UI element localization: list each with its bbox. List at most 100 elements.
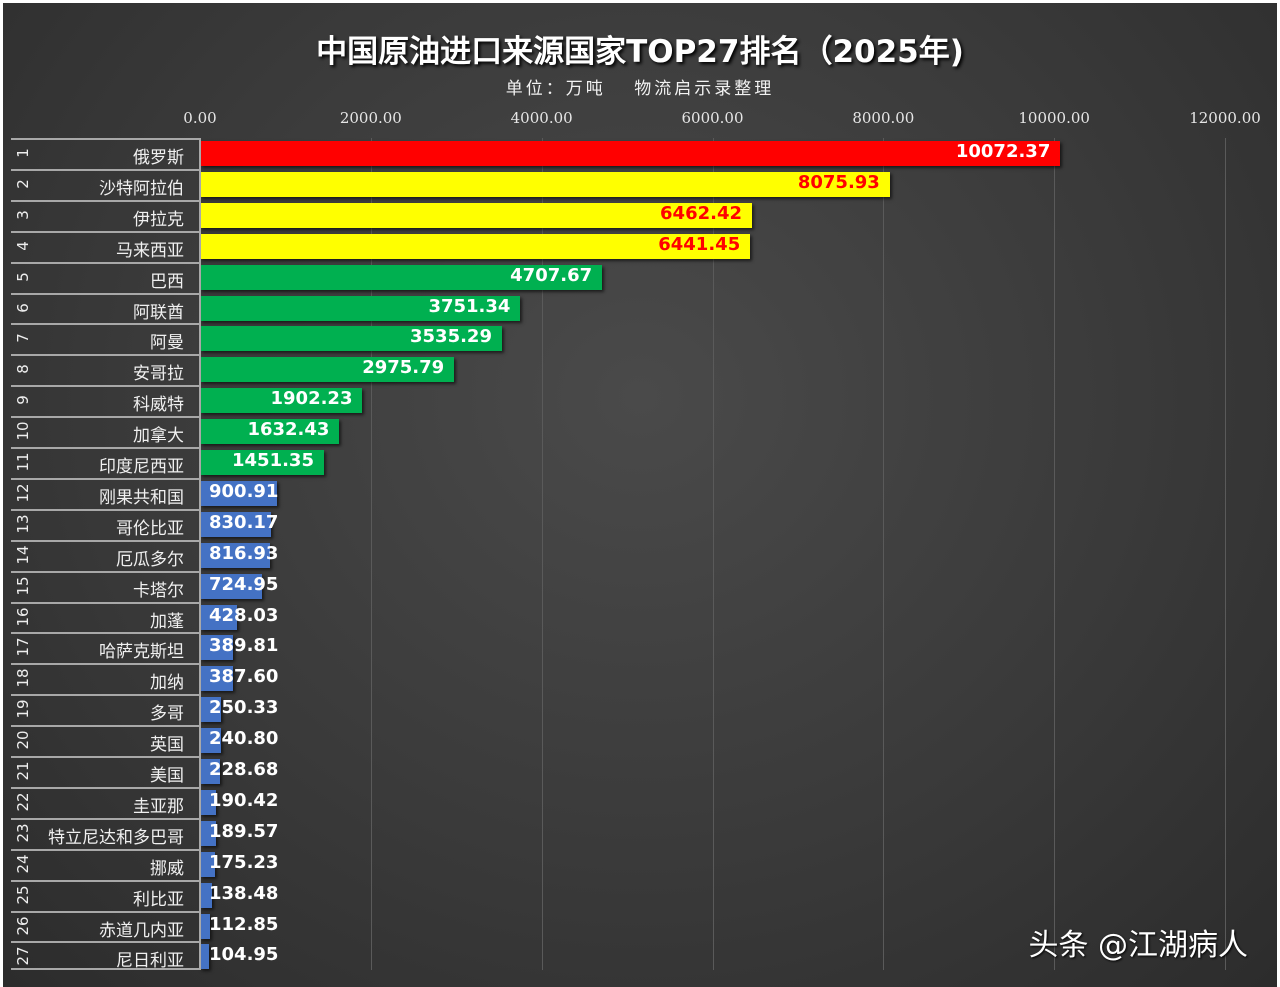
country-label: 马来西亚 [116,240,184,261]
x-tick-label: 4000.00 [510,109,573,127]
bar [200,542,270,568]
bar [200,573,262,599]
country-label: 阿联酋 [133,302,184,323]
table-row: 6 阿联酋 [11,292,200,323]
rank-label: 21 [14,761,32,781]
bar [200,171,890,197]
data-label: 816.93 [209,542,279,564]
country-label: 阿曼 [150,333,184,354]
table-row: 15 卡塔尔 [11,570,200,601]
chart-title: 中国原油进口来源国家TOP27排名（2025年) [316,34,964,70]
data-label: 724.95 [209,573,279,595]
rank-label: 4 [14,240,32,251]
bar [200,820,217,846]
table-row: 4 马来西亚 [11,230,200,261]
x-tick-label: 6000.00 [681,109,744,127]
rank-label: 18 [14,668,32,688]
table-row: 8 安哥拉 [11,354,200,384]
table-row: 18 加纳 [11,663,200,693]
rank-label: 24 [14,854,32,874]
rank-label: 12 [14,483,32,503]
table-row: 12 刚果共和国 [11,477,200,508]
country-label: 哥伦比亚 [116,518,184,539]
bar [200,728,221,754]
table-row: 11 印度尼西亚 [11,447,200,477]
table-row: 19 多哥 [11,694,200,724]
country-label: 多哥 [150,704,184,725]
rank-label: 7 [14,333,32,344]
country-label: 沙特阿拉伯 [99,178,184,199]
country-label: 加蓬 [150,611,184,632]
bar [200,789,217,815]
data-label: 830.17 [209,511,279,533]
table-row: 21 美国 [11,756,200,786]
country-label: 英国 [150,735,184,756]
table-row: 10 加拿大 [11,416,200,446]
rank-label: 3 [14,210,32,220]
table-row: 7 阿曼 [11,323,200,353]
bar [200,264,603,290]
watermark: 头条 @江湖病人 [1028,928,1248,963]
rank-label: 20 [14,730,32,750]
country-label: 加纳 [150,673,184,694]
country-label: 美国 [150,766,184,786]
country-label: 挪威 [150,858,184,879]
rank-label: 8 [14,364,32,375]
table-row: 16 加蓬 [11,601,200,632]
data-label: 1632.43 [247,419,330,441]
country-label: 赤道几内亚 [99,920,184,941]
rank-label: 11 [14,452,32,472]
table-row: 1 俄罗斯 [11,138,200,168]
table-row: 5 巴西 [11,261,200,292]
table-row: 20 英国 [11,725,200,755]
country-label: 科威特 [133,395,184,416]
bar [200,697,222,723]
country-label: 利比亚 [133,889,184,910]
table-row: 22 圭亚那 [11,786,200,817]
bar [200,202,752,228]
country-label: 哈萨克斯坦 [99,642,184,663]
x-tick-label: 8000.00 [852,109,915,127]
data-label: 190.42 [209,789,279,811]
country-label: 俄罗斯 [133,148,184,168]
gridline [883,138,885,970]
table-bottom-line [11,968,200,970]
data-label: 240.80 [209,728,279,750]
data-label: 3535.29 [410,326,492,348]
rank-label: 16 [14,606,32,627]
gridline [1054,138,1056,970]
data-label: 10072.37 [955,141,1051,162]
data-label: 3751.34 [428,295,511,317]
data-label: 104.95 [209,944,279,966]
data-label: 1902.23 [270,388,353,410]
bar [200,388,363,414]
country-label: 加拿大 [133,426,184,447]
rank-label: 13 [14,514,32,534]
axis-line [199,138,201,970]
data-label: 2975.79 [362,357,445,379]
table-row: 2 沙特阿拉伯 [11,168,200,199]
data-label: 428.03 [209,604,279,626]
data-label: 6441.45 [658,233,741,255]
country-label: 厄瓜多尔 [116,549,184,570]
table-row: 9 科威特 [11,385,200,415]
x-tick-label: 0.00 [183,109,217,127]
country-label: 刚果共和国 [99,487,184,508]
bar [200,604,237,630]
rank-label: 17 [14,637,32,657]
bar [200,759,220,784]
rank-label: 27 [14,946,32,966]
rank-label: 15 [14,576,32,596]
rank-label: 25 [14,885,32,905]
table-row: 27 尼日利亚 [11,941,200,971]
bar [200,851,215,877]
country-label: 印度尼西亚 [99,457,184,477]
data-label: 189.57 [209,820,279,842]
data-label: 6462.42 [660,202,742,224]
bar [200,419,340,445]
bar [200,480,277,506]
bar [200,326,502,352]
rank-label: 23 [14,823,32,843]
gridline [541,138,543,970]
gridline [370,138,372,970]
